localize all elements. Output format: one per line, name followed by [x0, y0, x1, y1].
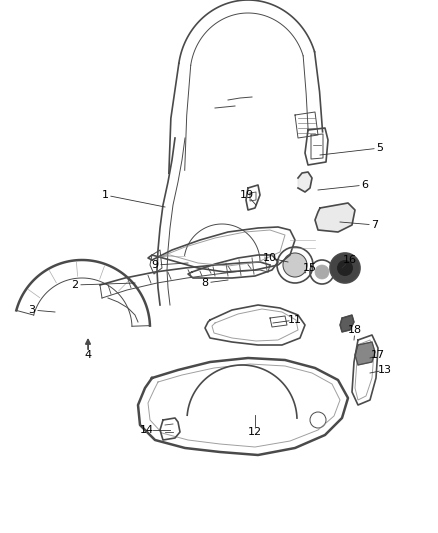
- Polygon shape: [355, 342, 375, 365]
- Circle shape: [337, 260, 353, 276]
- Text: 7: 7: [371, 220, 378, 230]
- Text: 16: 16: [343, 255, 357, 265]
- Text: 17: 17: [371, 350, 385, 360]
- Text: 14: 14: [140, 425, 154, 435]
- Text: 2: 2: [71, 280, 78, 290]
- Circle shape: [283, 253, 307, 277]
- Text: 4: 4: [85, 350, 92, 360]
- Text: 11: 11: [288, 315, 302, 325]
- Text: 6: 6: [361, 180, 368, 190]
- Text: 3: 3: [28, 305, 35, 315]
- Polygon shape: [315, 203, 355, 232]
- Text: 1: 1: [102, 190, 109, 200]
- Text: 8: 8: [201, 278, 208, 288]
- Polygon shape: [340, 315, 354, 332]
- Circle shape: [315, 265, 329, 279]
- Text: 15: 15: [303, 263, 317, 273]
- Polygon shape: [298, 172, 312, 192]
- Text: 5: 5: [377, 143, 384, 153]
- Text: 18: 18: [348, 325, 362, 335]
- Text: 9: 9: [152, 260, 159, 270]
- Text: 12: 12: [248, 427, 262, 437]
- Text: 19: 19: [240, 190, 254, 200]
- Circle shape: [330, 253, 360, 283]
- Text: 13: 13: [378, 365, 392, 375]
- Text: 10: 10: [263, 253, 277, 263]
